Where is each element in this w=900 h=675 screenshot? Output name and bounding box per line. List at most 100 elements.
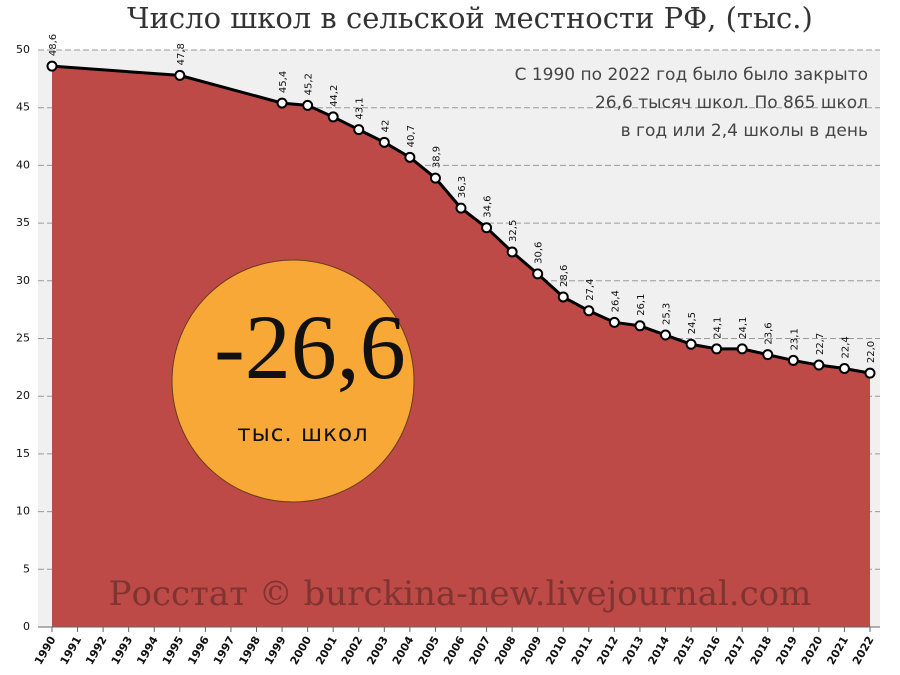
point bbox=[327, 111, 339, 123]
point bbox=[276, 97, 288, 109]
y-tick-label: 40 bbox=[16, 158, 30, 171]
point bbox=[557, 291, 569, 303]
value-label: 23,6 bbox=[764, 322, 775, 344]
y-tick-label: 10 bbox=[16, 505, 30, 518]
x-tick-label: 1992 bbox=[83, 634, 110, 667]
x-tick-label: 2018 bbox=[748, 634, 775, 667]
x-tick-label: 2001 bbox=[313, 634, 340, 667]
x-tick-label: 2019 bbox=[773, 634, 800, 667]
point bbox=[481, 222, 493, 234]
point bbox=[813, 359, 825, 371]
value-label: 23,1 bbox=[789, 328, 800, 350]
point bbox=[864, 367, 876, 379]
value-label: 22,4 bbox=[840, 336, 851, 358]
point bbox=[506, 246, 518, 258]
value-label: 22,7 bbox=[815, 333, 826, 355]
x-tick-label: 1996 bbox=[185, 634, 212, 667]
x-tick-label: 2008 bbox=[492, 634, 519, 667]
value-label: 36,3 bbox=[457, 176, 468, 198]
y-tick-label: 30 bbox=[16, 274, 30, 287]
value-label: 26,1 bbox=[636, 294, 647, 316]
point bbox=[302, 99, 314, 111]
y-tick-label: 15 bbox=[16, 447, 30, 460]
y-tick-label: 0 bbox=[23, 620, 30, 633]
x-tick-label: 2002 bbox=[339, 634, 366, 667]
x-tick-label: 2004 bbox=[390, 634, 417, 667]
x-tick-label: 2016 bbox=[697, 634, 724, 667]
y-tick-label: 35 bbox=[16, 216, 30, 229]
x-tick-label: 1991 bbox=[58, 634, 85, 667]
y-tick-label: 45 bbox=[16, 101, 30, 114]
value-label: 47,8 bbox=[176, 43, 187, 65]
value-label: 44,2 bbox=[329, 85, 340, 107]
callout-value: -26,6 bbox=[214, 296, 406, 398]
x-tick-label: 2011 bbox=[569, 634, 596, 667]
x-tick-label: 1990 bbox=[32, 634, 59, 667]
x-tick-label: 2005 bbox=[415, 634, 442, 667]
x-tick-label: 2009 bbox=[518, 634, 545, 667]
value-label: 45,2 bbox=[304, 73, 315, 95]
x-tick-label: 1993 bbox=[109, 634, 136, 667]
value-label: 24,1 bbox=[713, 317, 724, 339]
note-line: С 1990 по 2022 год было было закрыто bbox=[515, 65, 868, 85]
point bbox=[532, 268, 544, 280]
x-tick-label: 2007 bbox=[467, 634, 494, 667]
value-label: 28,6 bbox=[559, 265, 570, 287]
source: Росстат © burckina-new.livejournal.com bbox=[109, 574, 812, 614]
value-label: 30,6 bbox=[534, 242, 545, 264]
point bbox=[429, 172, 441, 184]
x-tick-label: 2021 bbox=[824, 634, 851, 667]
x-tick-label: 1998 bbox=[237, 634, 264, 667]
x-tick-label: 1999 bbox=[262, 634, 289, 667]
point bbox=[762, 349, 774, 361]
value-label: 27,4 bbox=[585, 279, 596, 301]
x-tick-label: 2003 bbox=[364, 634, 391, 667]
point bbox=[583, 305, 595, 317]
value-label: 24,1 bbox=[738, 317, 749, 339]
y-tick-label: 5 bbox=[23, 562, 30, 575]
x-tick-label: 2013 bbox=[620, 634, 647, 667]
y-tick-label: 25 bbox=[16, 332, 30, 345]
value-label: 34,6 bbox=[483, 195, 494, 217]
value-label: 22,0 bbox=[866, 341, 877, 363]
value-label: 48,6 bbox=[48, 34, 59, 56]
point bbox=[634, 320, 646, 332]
point bbox=[46, 60, 58, 72]
x-tick-label: 2017 bbox=[722, 634, 749, 667]
x-tick-label: 2020 bbox=[799, 634, 826, 667]
x-tick-label: 2015 bbox=[671, 634, 698, 667]
point bbox=[838, 363, 850, 375]
point bbox=[455, 202, 467, 214]
point bbox=[736, 343, 748, 355]
value-label: 40,7 bbox=[406, 125, 417, 147]
value-label: 45,4 bbox=[278, 71, 289, 93]
point bbox=[711, 343, 723, 355]
point bbox=[608, 316, 620, 328]
x-tick-label: 1995 bbox=[160, 634, 187, 667]
x-tick-label: 2014 bbox=[646, 634, 673, 667]
point bbox=[378, 136, 390, 148]
point bbox=[685, 338, 697, 350]
value-label: 42 bbox=[380, 120, 391, 133]
value-label: 43,1 bbox=[355, 97, 366, 119]
note-line: 26,6 тысяч школ. По 865 школ bbox=[595, 93, 868, 113]
value-label: 25,3 bbox=[662, 303, 673, 325]
callout-circle bbox=[171, 259, 415, 503]
x-tick-label: 2022 bbox=[850, 634, 877, 667]
value-label: 24,5 bbox=[687, 312, 698, 334]
value-label: 38,9 bbox=[431, 146, 442, 168]
y-tick-label: 20 bbox=[16, 389, 30, 402]
point bbox=[353, 124, 365, 136]
point bbox=[404, 151, 416, 163]
callout-unit: тыс. школ bbox=[237, 421, 369, 447]
x-tick-label: 1997 bbox=[211, 634, 238, 667]
chart-title: Число школ в сельской местности РФ, (тыс… bbox=[127, 1, 813, 35]
point bbox=[660, 329, 671, 341]
value-label: 26,4 bbox=[610, 290, 621, 312]
x-tick-label: 2000 bbox=[288, 634, 315, 667]
note-line: в год или 2,4 школы в день bbox=[621, 121, 868, 141]
x-tick-label: 1994 bbox=[134, 634, 161, 667]
x-tick-label: 2006 bbox=[441, 634, 468, 667]
point bbox=[174, 69, 186, 81]
